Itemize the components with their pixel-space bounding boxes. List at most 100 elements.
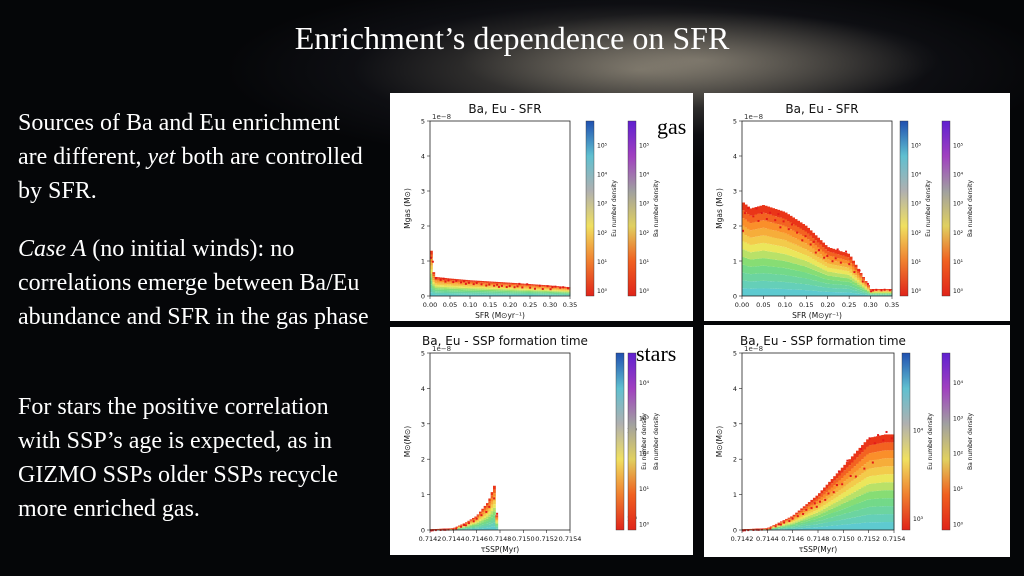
density-cell [551,291,555,293]
density-cell [752,273,755,282]
density-cell [479,516,482,518]
density-cell [767,214,770,222]
density-cell [767,281,770,289]
density-cell [521,289,524,291]
density-cell [481,283,485,285]
density-cell [504,282,508,284]
density-cell [747,288,750,296]
density-cell [514,283,517,285]
density-cell [797,525,801,527]
density-cell [840,493,844,499]
density-cell [879,294,883,296]
density-cell [847,292,850,296]
colorbar-tick-label: 10¹ [639,259,650,266]
density-cell [780,525,784,527]
density-cell [877,291,880,293]
density-cell [834,280,838,285]
density-cell [462,287,466,290]
density-cell [873,436,877,445]
data-point [782,220,785,223]
density-cell [749,208,753,216]
density-cell [762,250,765,259]
data-point [814,251,817,254]
density-cell [840,509,844,515]
density-cell [844,278,848,282]
density-cell [474,528,478,530]
density-cell [467,524,471,526]
density-cell [481,286,485,288]
density-cell [817,266,820,272]
density-cell [762,288,765,296]
data-point [826,254,829,257]
density-cell [800,517,804,520]
density-cell [535,293,538,295]
density-cell [772,259,775,267]
density-cell [825,522,829,527]
density-cell [823,487,827,492]
density-cell [752,288,755,296]
density-cell [889,291,893,293]
density-cell [462,528,466,530]
data-point [743,212,746,215]
density-cell [850,517,854,524]
density-cell [845,479,849,485]
density-cell [877,289,880,291]
data-point [868,437,871,440]
density-cell [460,527,464,529]
density-cell [553,290,557,292]
density-cell [877,292,880,294]
density-cell [476,524,480,527]
density-cell [843,486,847,493]
density-cell [537,287,541,289]
density-cell [462,523,466,524]
density-cell [845,496,849,502]
density-cell [863,493,867,501]
density-cell [497,289,501,291]
density-cell [797,521,801,524]
density-cell [490,285,494,287]
density-cell [812,238,815,244]
density-cell [868,491,872,500]
density-cell [544,285,548,287]
density-cell [871,437,875,445]
density-cell [567,293,571,294]
y-offset-label: 1e−8 [432,345,451,353]
density-cell [884,294,888,295]
density-cell [481,510,485,513]
density-cell [891,458,895,467]
density-cell [493,290,496,292]
density-cell [546,295,550,296]
density-cell [772,222,775,231]
density-cell [790,528,794,530]
density-cell [511,283,515,286]
density-cell [829,255,833,260]
density-cell [815,509,819,513]
density-cell [829,291,833,296]
density-cell [546,288,550,290]
density-cell [493,507,496,512]
density-cell [767,288,770,296]
density-cell [455,287,459,289]
data-point [755,207,758,210]
density-cell [458,525,461,527]
y-tick-label: 4 [733,385,737,393]
density-cell [460,524,464,526]
density-cell [472,292,475,294]
density-cell [497,283,501,285]
density-cell [453,291,457,294]
density-cell [824,274,828,280]
density-cell [871,483,875,492]
density-cell [812,519,816,522]
density-cell [812,500,816,504]
density-cell [455,279,459,281]
density-cell [804,231,808,238]
density-cell [866,462,870,470]
density-cell [805,519,809,522]
density-cell [854,272,858,276]
density-cell [525,284,529,286]
density-cell [845,513,849,519]
density-cell [551,289,555,291]
colorbar-tick-label: 10² [953,451,964,458]
density-cell [451,278,454,281]
density-cell [795,514,799,516]
